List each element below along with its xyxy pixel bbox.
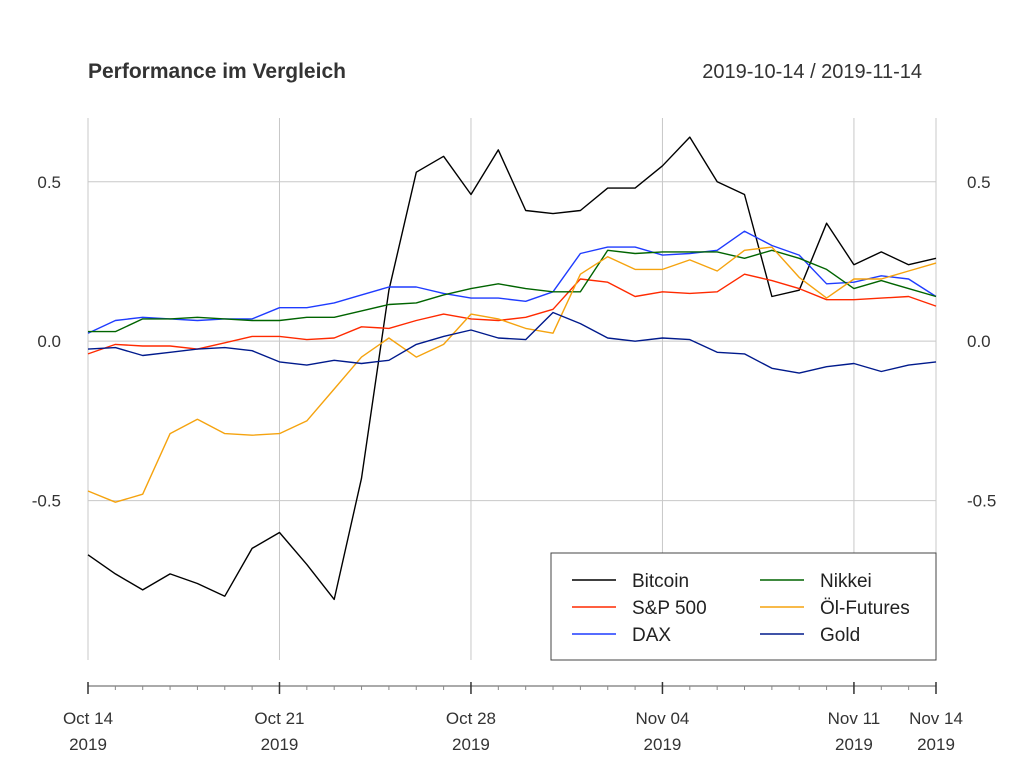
x-tick-year: 2019 [917,735,955,754]
legend-label: Nikkei [820,571,872,592]
y-tick-label: 0.5 [37,173,61,192]
legend-label: Öl-Futures [820,598,910,619]
date-range-label: 2019-10-14 / 2019-11-14 [702,61,922,83]
y-tick-label-right: 0.0 [967,332,991,351]
x-tick-year: 2019 [261,735,299,754]
series-line--l-futures [87,246,937,503]
x-tick-year: 2019 [452,735,490,754]
x-tick-label: Nov 04 [636,709,690,728]
y-tick-label: 0.0 [37,332,61,351]
legend-label: Bitcoin [632,571,689,592]
y-tick-label-right: 0.5 [967,173,991,192]
x-tick-label: Nov 11 [828,709,881,728]
x-tick-label: Nov 14 [909,709,963,728]
legend: Bitcoin S&P 500 DAX Nikkei Öl-Futures Gold [550,552,937,661]
legend-label: Gold [820,625,860,646]
x-tick-year: 2019 [835,735,873,754]
y-axis-right: -0.5 0.0 0.5 [967,173,996,511]
y-tick-label-right: -0.5 [967,492,996,511]
x-tick-label: Oct 14 [63,709,113,728]
series-line-s-p-500 [87,273,937,355]
x-tick-label: Oct 28 [446,709,496,728]
legend-label: DAX [632,625,671,646]
y-tick-label: -0.5 [32,492,61,511]
x-tick-year: 2019 [69,735,107,754]
y-axis-left: -0.5 0.0 0.5 [32,173,61,511]
x-tick-label: Oct 21 [254,709,304,728]
x-tick-year: 2019 [644,735,682,754]
x-axis: Oct 14 2019 Oct 21 2019 Oct 28 2019 Nov 04 2019… [63,682,963,754]
series-line-gold [87,311,937,374]
series-lines [87,136,937,601]
series-line-bitcoin [87,136,937,601]
legend-label: S&P 500 [632,598,707,619]
series-line-nikkei [88,249,937,333]
chart-title: Performance im Vergleich [88,60,346,83]
